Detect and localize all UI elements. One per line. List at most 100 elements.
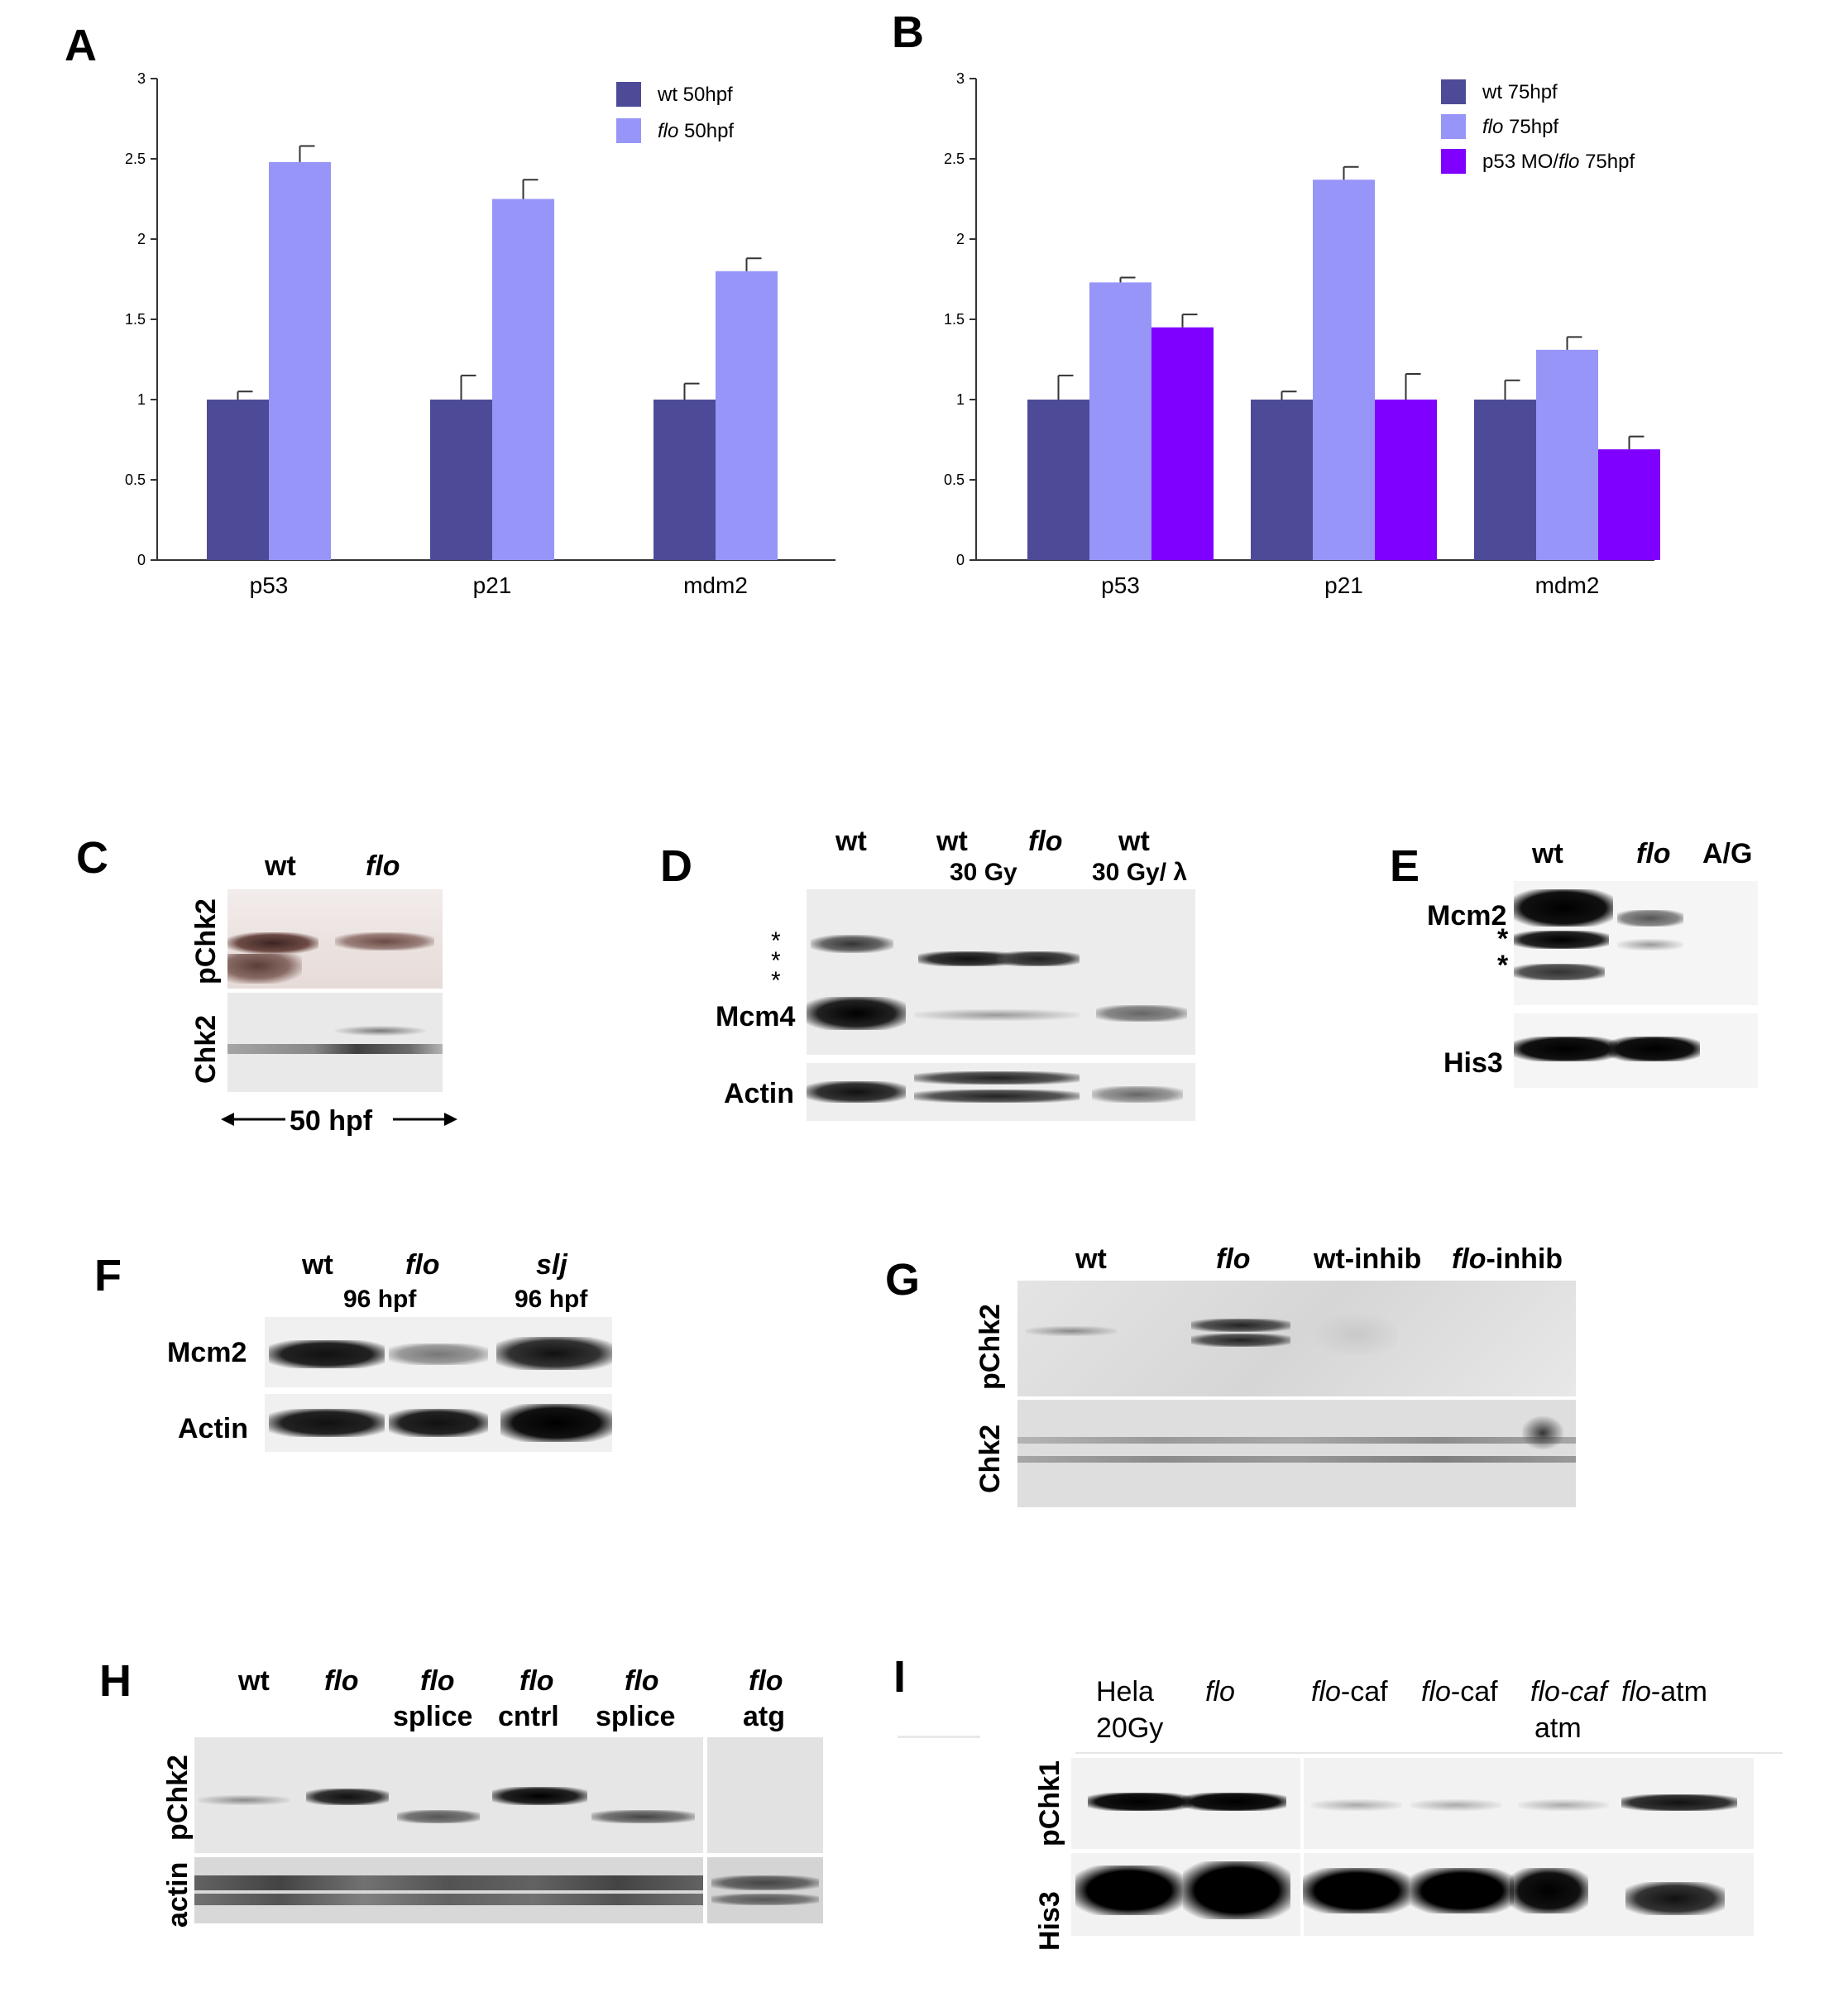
i-lane-flo-caf-2-suffix: -caf [1450,1676,1498,1707]
chart-a-bar-mdm2-0 [654,400,716,560]
i-band-10 [1410,1868,1514,1913]
panel-label-c: C [76,833,108,883]
panel-label-h: H [99,1656,132,1706]
h-band-8 [711,1875,819,1890]
f-band-3 [496,1337,612,1370]
f-band-6 [500,1404,612,1442]
d-band-3 [918,951,1017,966]
c-blot-pchk2 [227,889,443,989]
f-hpf-1: 96 hpf [343,1286,417,1313]
chart-b-legend-label-0: wt 75hpf [1482,81,1558,103]
f-lane-slj: slj [536,1249,567,1281]
f-row-actin: Actin [178,1413,248,1444]
d-dose-2: 30 Gy/ λ [1092,859,1188,886]
h-lane-splice-2: splice [596,1701,676,1732]
chart-b-legend-swatch-2 [1441,149,1466,174]
e-lane-wt: wt [1532,838,1563,869]
i-band-5 [1518,1799,1609,1811]
chart-a-legend-swatch-1 [616,118,641,143]
h-row-pchk2: pChk2 [162,1755,194,1841]
e-row-his3: His3 [1443,1047,1503,1079]
e-row-mcm2: Mcm2 [1427,900,1507,932]
i-corner-mark [898,1736,980,1748]
e-band-6 [1514,1037,1617,1061]
h-lane-flo-3: flo [519,1665,554,1697]
panel-label-b: B [892,7,924,57]
h-blot-pchk2-atg [707,1737,823,1853]
d-band-5 [914,1009,1080,1021]
c-band-2 [335,932,434,951]
i-lane-hela: Hela [1096,1676,1154,1707]
f-lane-wt: wt [302,1249,333,1281]
panel-label-f: F [94,1251,122,1300]
g-lane-flo-inhib-suffix: -inhib [1486,1243,1563,1275]
i-divider-2 [1300,1853,1304,1936]
chart-b-xlabel-0: p53 [1101,572,1140,598]
c-band-4 [227,1044,443,1054]
g-lane-wt-inhib: wt-inhib [1314,1243,1422,1275]
chart-b-bar-mdm2-1 [1536,349,1598,560]
g-band-5 [1017,1437,1576,1444]
d-lane-wt-2: wt [936,826,968,857]
chart-b-ytick-label-3: 1.5 [944,311,965,328]
h-band-9 [711,1894,819,1905]
f-hpf-2: 96 hpf [515,1286,588,1313]
chart-a-svg: 0 0.5 1 1.5 2 2.5 3 p53 p21 mdm2 wt 50hpf flo 50hpf [125,70,835,598]
f-lane-flo: flo [405,1249,440,1281]
i-band-12 [1625,1882,1725,1915]
g-lane-flo-inhib: flo-inhib [1452,1245,1563,1273]
g-band-7 [1522,1416,1563,1449]
h-row-actin: actin [162,1861,194,1928]
panel-label-i: I [893,1652,907,1702]
chart-a-bar-p53-0 [207,400,269,560]
h-band-4 [492,1787,587,1805]
i-band-8 [1183,1861,1290,1919]
chart-a-xlabel-0: p53 [250,572,289,598]
d-blot-mcm4 [807,889,1195,1055]
h-band-1 [199,1795,290,1805]
f-band-2 [389,1343,488,1365]
chart-b-legend-swatch-0 [1441,79,1466,104]
d-band-9 [914,1090,1080,1103]
chart-a-bar-p53-1 [269,161,331,560]
i-lane-flo-caf-1-italic: flo [1311,1676,1341,1707]
chart-b-bar-p21-1 [1313,180,1375,560]
h-lane-flo-2: flo [420,1665,455,1697]
e-band-1 [1514,889,1613,927]
d-lane-wt-1: wt [835,826,867,857]
i-top-rule [1075,1752,1783,1754]
chart-a: 0 0.5 1 1.5 2 2.5 3 p53 p21 mdm2 wt 50hpf flo 50hpf [0,0,877,633]
chart-a-ytick-label-5: 2.5 [125,151,146,167]
chart-b-bar-p53-2 [1151,327,1214,560]
chart-b-legend-label-1: flo 75hpf [1482,116,1558,138]
i-band-2 [1183,1793,1286,1811]
e-lane-ag: A/G [1702,838,1753,869]
i-band-4 [1410,1799,1501,1811]
g-blot-chk2 [1017,1400,1576,1507]
g-band-4 [1315,1314,1398,1355]
chart-b: 0 0.5 1 1.5 2 2.5 3 p53 p21 mdm2 wt 75hpf flo 75hpf… [852,0,1729,633]
e-band-5 [1617,939,1683,951]
i-band-6 [1621,1794,1737,1811]
d-lane-wt-3: wt [1118,826,1150,857]
e-band-2 [1514,931,1609,949]
g-band-6 [1017,1456,1576,1463]
g-lane-flo: flo [1216,1243,1251,1275]
g-band-2 [1191,1319,1290,1332]
c-band-3 [227,954,302,984]
h-band-6 [194,1875,703,1890]
i-lane-flo-atm: flo-atm [1621,1678,1707,1706]
i-lane-flo-caf-1-suffix: -caf [1340,1676,1388,1707]
h-lane-flo-5: flo [749,1665,783,1697]
chart-a-bar-p21-1 [492,199,554,560]
g-lane-wt: wt [1075,1243,1107,1275]
d-asterisks: * * * [771,927,781,994]
i-band-9 [1303,1868,1410,1913]
chart-b-svg: 0 0.5 1 1.5 2 2.5 3 p53 p21 mdm2 wt 75hpf flo 75hpf… [944,70,1660,598]
chart-a-xlabel-2: mdm2 [683,572,748,598]
h-band-5 [591,1810,695,1823]
h-blot-actin [194,1857,703,1923]
chart-b-ytick-label-1: 0.5 [944,472,965,488]
d-band-8 [914,1071,1080,1085]
i-band-3 [1311,1799,1402,1811]
